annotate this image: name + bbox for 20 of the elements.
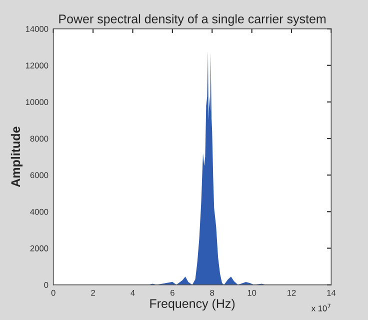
y-tick-label: 8000 — [30, 136, 48, 142]
y-tick-label: 4000 — [30, 208, 48, 215]
x-tick-label: 2 — [91, 290, 95, 296]
chart-title: Power spectral density of a single carrier system — [59, 14, 326, 26]
x-tick-label: 14 — [327, 290, 336, 296]
y-tick-label: 0 — [44, 282, 48, 288]
y-tick-label: 2000 — [30, 245, 48, 252]
x-tick-label: 10 — [248, 290, 256, 296]
y-tick-label: 10000 — [26, 99, 48, 106]
x-axis-title: Frequency (Hz) — [150, 298, 235, 310]
y-tick-label: 14000 — [26, 26, 48, 32]
y-tick-label: 12000 — [26, 62, 48, 68]
text: x 10$^{7}$ — [311, 304, 330, 312]
x-tick-label: 6 — [170, 290, 174, 296]
x-tick-label: 0 — [51, 290, 56, 296]
x-tick-label: 12 — [288, 290, 296, 296]
x-tick-label: 8 — [210, 290, 214, 296]
y-axis-title: Amplitude — [10, 126, 23, 188]
x-tick-label: 4 — [130, 290, 135, 296]
y-tick-label: 6000 — [30, 172, 48, 178]
